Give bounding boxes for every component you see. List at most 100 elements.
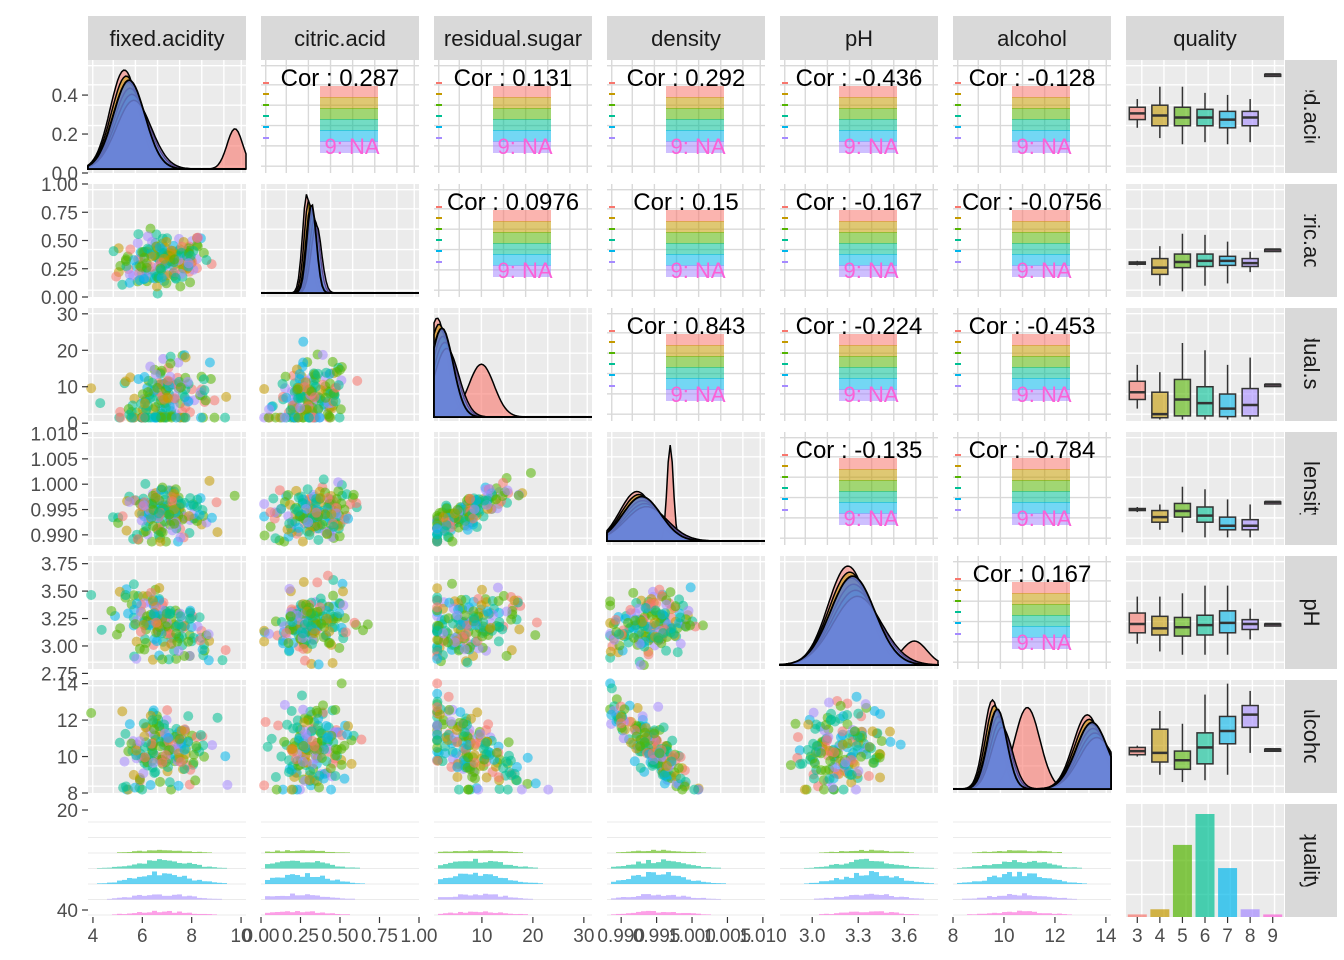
- histogram-bar: [676, 862, 681, 869]
- group-tick: [782, 104, 788, 106]
- panel-citric-acid-density: Cor : 0.159: NA: [607, 184, 765, 297]
- scatter-point: [628, 587, 639, 598]
- histogram-bar: [854, 859, 859, 869]
- strip-background: [953, 16, 1111, 60]
- panel-quality-residual-sugar: [434, 804, 592, 917]
- group-tick: [955, 239, 961, 241]
- histogram-bar: [616, 913, 621, 915]
- group-correlation-blur: [666, 130, 724, 142]
- histogram-bar: [1017, 850, 1022, 853]
- y-tick-label: 14: [57, 675, 79, 696]
- scatter-point: [152, 382, 163, 393]
- histogram-bar: [992, 912, 997, 915]
- scatter-point: [145, 779, 156, 790]
- histogram-bar: [335, 897, 340, 900]
- histogram-bar: [518, 913, 523, 915]
- scatter-point: [304, 530, 315, 541]
- scatter-point: [509, 768, 520, 779]
- group-tick: [955, 611, 961, 613]
- group-na-label: 9: NA: [497, 134, 552, 159]
- scatter-point: [180, 352, 191, 363]
- scatter-point: [670, 601, 681, 612]
- group-na-label: 9: NA: [670, 134, 725, 159]
- histogram-bar: [122, 897, 127, 900]
- histogram-bar: [814, 882, 819, 884]
- histogram-bar: [285, 861, 290, 869]
- histogram-bar: [1047, 896, 1052, 900]
- histogram-bar: [666, 850, 671, 853]
- histogram-bar: [1042, 862, 1047, 869]
- scatter-point: [183, 396, 194, 407]
- group-correlation-blur: [1012, 130, 1070, 142]
- histogram-bar: [202, 913, 207, 915]
- histogram-bar: [448, 897, 453, 900]
- scatter-point: [162, 705, 173, 716]
- strip-label: pH: [845, 26, 873, 51]
- histogram-bar: [1027, 895, 1032, 900]
- histogram-bar: [503, 878, 508, 884]
- histogram-bar: [839, 879, 844, 884]
- scatter-point: [327, 356, 338, 367]
- scatter-point: [171, 628, 182, 639]
- histogram-bar: [102, 867, 107, 869]
- group-tick: [955, 487, 961, 489]
- histogram-bar: [859, 859, 864, 869]
- quality-bar: [1195, 814, 1215, 917]
- scatter-point: [681, 621, 692, 632]
- group-na-label: 9: NA: [1016, 506, 1071, 531]
- histogram-bar: [904, 897, 909, 900]
- scatter-point: [192, 621, 203, 632]
- histogram-bar: [157, 912, 162, 915]
- histogram-bar: [977, 897, 982, 900]
- scatter-point: [343, 721, 354, 732]
- scatter-point: [315, 492, 326, 503]
- histogram-bar: [819, 866, 824, 869]
- histogram-bar: [335, 913, 340, 915]
- histogram-bar: [473, 858, 478, 869]
- strip-label: quality: [1173, 26, 1237, 51]
- histogram-bar: [899, 896, 904, 900]
- scatter-point: [175, 281, 186, 292]
- histogram-bar: [879, 876, 884, 884]
- histogram-bar: [152, 910, 157, 915]
- histogram-bar: [1052, 879, 1057, 884]
- histogram-bar: [636, 850, 641, 853]
- histogram-bar: [1032, 873, 1037, 884]
- histogram-bar: [869, 860, 874, 869]
- histogram-bar: [508, 864, 513, 869]
- histogram-bar: [859, 849, 864, 853]
- scatter-point: [673, 763, 684, 774]
- group-na-label: 9: NA: [1016, 382, 1071, 407]
- scatter-point: [142, 387, 153, 398]
- histogram-bar: [706, 882, 711, 884]
- scatter-point: [640, 602, 651, 613]
- scatter-point: [850, 784, 861, 795]
- scatter-point: [336, 759, 347, 770]
- scatter-point: [195, 412, 206, 423]
- histogram-bar: [493, 876, 498, 884]
- scatter-point: [151, 627, 162, 638]
- scatter-point: [124, 719, 135, 730]
- correlation-label: Cor : -0.224: [796, 313, 923, 340]
- group-tick: [955, 374, 961, 376]
- group-tick: [955, 385, 961, 387]
- scatter-point: [297, 536, 308, 547]
- scatter-point: [156, 272, 167, 283]
- scatter-point: [135, 626, 146, 637]
- group-tick: [955, 578, 961, 580]
- histogram-bar: [458, 861, 463, 869]
- group-tick: [955, 352, 961, 354]
- histogram-bar: [1002, 895, 1007, 900]
- scatter-point: [649, 617, 660, 628]
- boxplot-box: [1196, 385, 1214, 417]
- scatter-point: [153, 508, 164, 519]
- scatter-point: [810, 747, 821, 758]
- histogram-bar: [651, 849, 656, 853]
- histogram-bar: [112, 866, 117, 869]
- histogram-bar: [1002, 861, 1007, 869]
- histogram-bar: [478, 875, 483, 884]
- scatter-point: [307, 735, 318, 746]
- group-correlation-blur: [493, 141, 551, 153]
- histogram-bar: [330, 851, 335, 853]
